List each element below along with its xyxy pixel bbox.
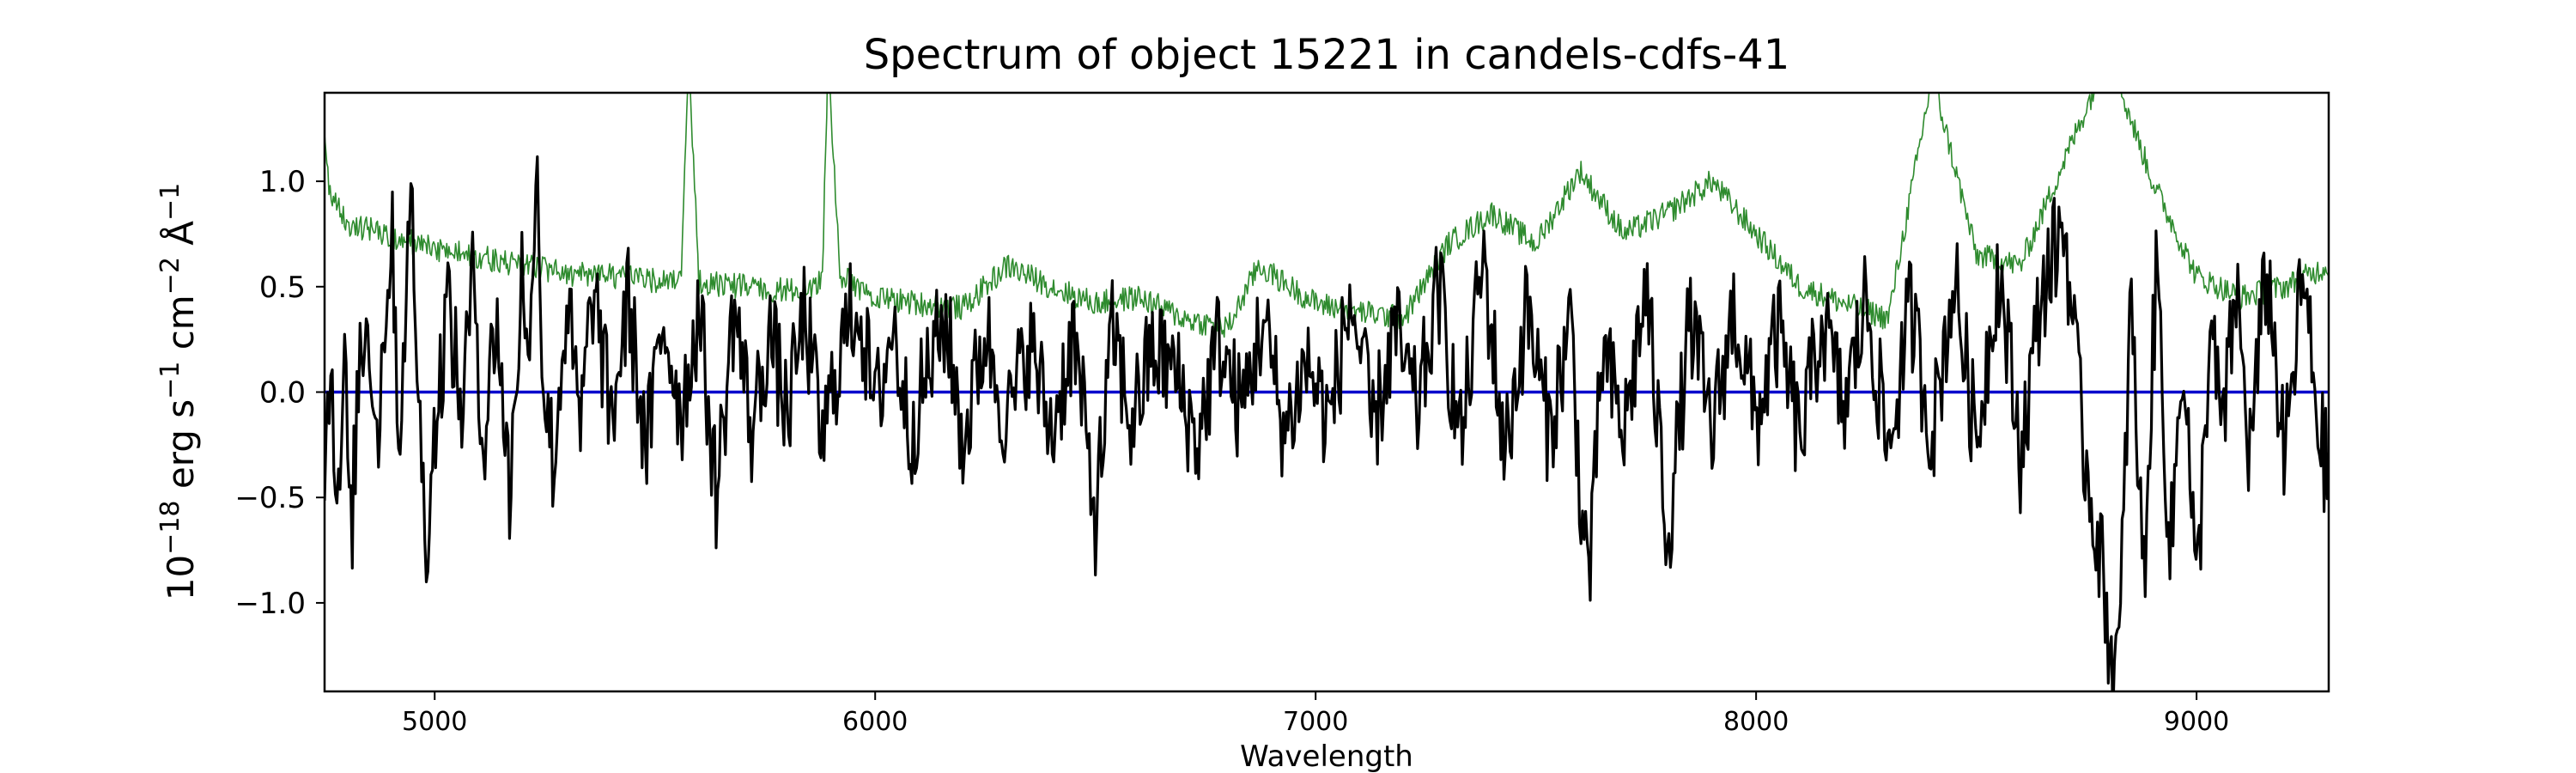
chart-title: Spectrum of object 15221 in candels-cdfs… (864, 31, 1790, 79)
noise-series-line (325, 93, 2329, 338)
y-tick-label: −0.5 (234, 481, 306, 515)
y-tick-label: 1.0 (259, 165, 306, 199)
y-tick-label: 0.5 (259, 271, 306, 305)
x-tick-label: 6000 (842, 707, 908, 737)
series-layer (325, 93, 2329, 691)
x-axis-ticks: 5000 6000 7000 8000 9000 (402, 691, 2229, 737)
x-tick-label: 5000 (402, 707, 467, 737)
flux-series-line (325, 155, 2329, 691)
x-tick-label: 9000 (2164, 707, 2229, 737)
plot-area (325, 93, 2329, 691)
x-axis-label: Wavelength (1240, 740, 1413, 773)
y-tick-label: 0.0 (259, 376, 306, 411)
x-tick-label: 7000 (1283, 707, 1348, 737)
y-tick-label: −1.0 (234, 587, 306, 621)
y-axis-ticks: 1.0 0.5 0.0 −0.5 −1.0 (234, 165, 325, 621)
x-tick-label: 8000 (1723, 707, 1789, 737)
